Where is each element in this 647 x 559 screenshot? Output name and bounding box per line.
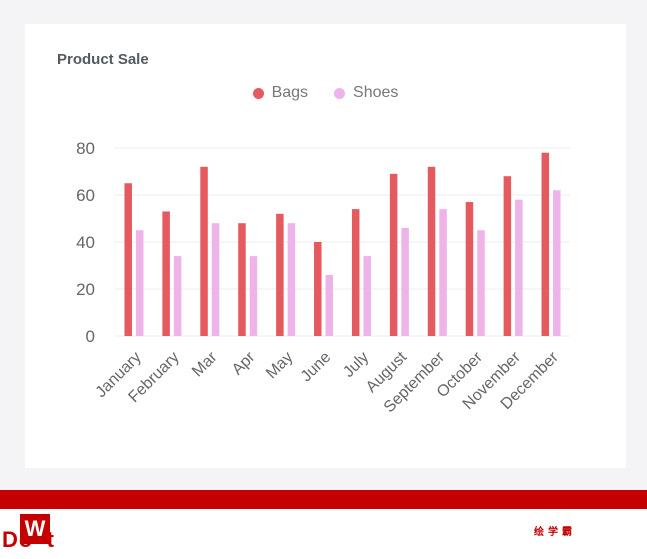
bar-shoes — [477, 230, 485, 336]
bar-shoes — [439, 209, 447, 336]
bar-shoes — [173, 256, 182, 336]
x-tick-label: June — [298, 349, 335, 386]
bar-shoes — [553, 190, 561, 336]
y-tick-label: 0 — [86, 327, 95, 346]
x-tick-label: July — [340, 349, 372, 381]
bar-bags — [162, 211, 170, 336]
bar-shoes — [325, 274, 334, 336]
bar-bags — [200, 166, 208, 336]
bar-bags — [238, 223, 246, 336]
bar-bags — [503, 176, 512, 336]
y-tick-label: 20 — [76, 280, 95, 299]
bar-shoes — [211, 223, 220, 336]
bar-shoes — [363, 256, 371, 336]
x-tick-label: Apr — [229, 348, 259, 378]
bar-bags — [389, 173, 398, 336]
bar-shoes — [515, 199, 523, 336]
chart-card: Product Sale Bags Shoes 0 20 40 60 80 January… — [25, 24, 626, 468]
footer-logo: W — [20, 514, 50, 544]
y-tick-label: 80 — [76, 139, 95, 158]
bar-shoes — [401, 227, 409, 336]
bar-shoes — [287, 223, 296, 336]
y-tick-label: 40 — [76, 233, 95, 252]
bar-bags — [124, 183, 132, 336]
legend-marker-shoes — [334, 87, 346, 99]
footer: Do 't W 绘学霸 — [0, 509, 647, 559]
legend-label-bags: Bags — [271, 84, 309, 101]
y-tick-label: 60 — [76, 186, 95, 205]
legend-item-bags[interactable]: Bags — [252, 84, 309, 102]
bar-bags — [276, 213, 284, 336]
legend-label-shoes: Shoes — [353, 84, 399, 101]
chart-title: Product Sale — [57, 51, 149, 68]
bar-shoes — [249, 256, 258, 336]
footer-cn-text: 绘学霸 — [534, 527, 576, 538]
bar-bags — [314, 242, 322, 336]
bar-bags — [465, 202, 474, 336]
footer-red-band — [0, 490, 647, 509]
x-tick-label: Mar — [189, 348, 221, 380]
x-tick-label: May — [263, 349, 296, 382]
bar-bags — [541, 152, 550, 336]
bar-shoes — [135, 230, 144, 336]
bar-bags — [351, 209, 360, 336]
bar-bags — [427, 166, 436, 336]
legend-marker-bags — [252, 87, 264, 99]
chart-legend: Bags Shoes — [25, 84, 626, 102]
legend-item-shoes[interactable]: Shoes — [334, 84, 398, 102]
